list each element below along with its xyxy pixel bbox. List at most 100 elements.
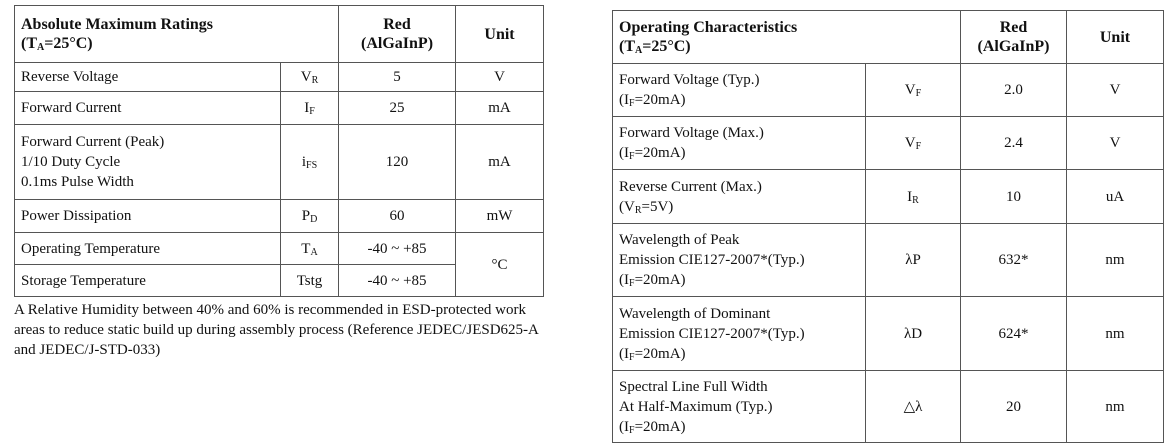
symbol-cell: iFS xyxy=(279,124,340,200)
parameter: Wavelength of Dominant xyxy=(619,305,771,322)
condition-text: (T xyxy=(619,38,635,55)
row: Power Dissipation PD 60 mW xyxy=(14,199,545,233)
table-title: Absolute Maximum Ratings xyxy=(21,16,214,33)
symbol: V xyxy=(904,135,916,151)
parameter-cell: Reverse Current (Max.) (VR=5V) xyxy=(612,169,866,224)
absolute-max-table: Absolute Maximum Ratings (TA=25°C) Red (AlG… xyxy=(13,5,545,297)
symbol-subscript: F xyxy=(309,106,315,117)
condition-text: (V xyxy=(619,198,635,215)
column-header: (AlGaInP) xyxy=(977,38,1050,55)
parameter-cell: Reverse Voltage xyxy=(14,62,281,92)
condition-text: (I xyxy=(619,345,629,362)
column-header: Unit xyxy=(1066,10,1164,64)
parameter: Spectral Line Full Width xyxy=(619,378,768,395)
unit: V xyxy=(1066,116,1164,170)
value: 20 xyxy=(960,370,1067,443)
symbol: V xyxy=(300,69,312,85)
condition-text: =25°C) xyxy=(44,35,93,52)
condition-text: (I xyxy=(619,92,629,108)
parameter: Operating Temperature xyxy=(21,240,161,257)
unit: mW xyxy=(455,199,545,233)
symbol-cell: λD xyxy=(865,296,961,371)
symbol-subscript: R xyxy=(912,194,919,206)
parameter: Power Dissipation xyxy=(21,208,132,224)
symbol-subscript: D xyxy=(310,214,318,225)
symbol: T xyxy=(301,240,311,257)
value: 10 xyxy=(960,169,1067,224)
header-row: Operating Characteristics (TA=25°C) Red (Al… xyxy=(612,10,1164,64)
row: Spectral Line Full Width At Half-Maximum … xyxy=(612,370,1164,443)
unit: V xyxy=(455,62,545,92)
condition-subscript: R xyxy=(634,204,642,216)
parameter: Forward Voltage (Max.) xyxy=(619,125,764,141)
value: 25 xyxy=(338,91,457,125)
row: Wavelength of Peak Emission CIE127-2007*(… xyxy=(612,223,1164,297)
parameter: Reverse Current (Max.) xyxy=(619,178,762,195)
parameter: Emission CIE127-2007*(Typ.) xyxy=(619,325,805,342)
parameter-cell: Wavelength of Dominant Emission CIE127-20… xyxy=(612,296,866,371)
condition: (IF=20mA) xyxy=(619,90,859,110)
parameter-cell: Operating Temperature xyxy=(14,232,281,265)
condition: (IF=20mA) xyxy=(619,417,859,437)
parameter-cell: Forward Current xyxy=(14,91,281,125)
value: 2.4 xyxy=(960,116,1067,170)
note: A Relative Humidity between 40% and 60% … xyxy=(14,302,539,358)
symbol-cell: VR xyxy=(279,62,340,92)
symbol-cell: △λ xyxy=(865,370,961,443)
row: Forward Voltage (Max.) (IF=20mA) VF 2.4 V xyxy=(612,116,1164,170)
symbol: i xyxy=(301,154,307,170)
symbol-cell: λP xyxy=(865,223,961,297)
symbol-subscript: F xyxy=(915,141,922,152)
symbol: λP xyxy=(905,252,921,268)
header-cell: Operating Characteristics (TA=25°C) xyxy=(612,10,961,64)
header-row: Absolute Maximum Ratings (TA=25°C) Red (AlG… xyxy=(13,5,545,63)
symbol: Tstg xyxy=(296,272,323,289)
parameter: Storage Temperature xyxy=(21,272,146,289)
row: Forward Voltage (Typ.) (IF=20mA) VF 2.0 V xyxy=(612,63,1164,117)
unit: nm xyxy=(1066,296,1164,371)
condition-text: =25°C) xyxy=(642,38,691,55)
condition-subscript: F xyxy=(629,424,635,436)
parameter: 1/10 Duty Cycle xyxy=(21,154,121,170)
value: 60 xyxy=(338,199,457,233)
condition: (IF=20mA) xyxy=(619,143,859,163)
row: Reverse Voltage VR 5 V xyxy=(14,62,545,92)
operating-table: Operating Characteristics (TA=25°C) Red (Al… xyxy=(612,10,1164,443)
unit: V xyxy=(1066,63,1164,117)
column-header: (AlGaInP) xyxy=(361,35,434,52)
symbol: λD xyxy=(903,325,923,342)
condition: (TA=25°C) xyxy=(619,37,954,56)
condition-subscript: A xyxy=(37,42,45,53)
symbol-subscript: F xyxy=(915,88,922,99)
column-header: Unit xyxy=(455,5,545,63)
table-title: Operating Characteristics xyxy=(619,19,798,36)
condition-subscript: F xyxy=(629,351,635,363)
parameter: Reverse Voltage xyxy=(21,69,119,85)
symbol: I xyxy=(907,188,913,205)
condition-text: =20mA) xyxy=(634,418,686,435)
parameter: Emission CIE127-2007*(Typ.) xyxy=(619,252,805,268)
condition-text: (I xyxy=(619,418,629,435)
row: Storage Temperature Tstg -40 ~ +85 xyxy=(14,264,544,297)
parameter: Forward Current xyxy=(21,100,122,116)
unit: uA xyxy=(1066,169,1164,224)
symbol: P xyxy=(301,208,311,224)
condition-text: =20mA) xyxy=(634,272,686,288)
symbol: I xyxy=(304,100,310,116)
row: Reverse Current (Max.) (VR=5V) IR 10 uA xyxy=(612,169,1164,224)
parameter: Forward Current (Peak) xyxy=(21,134,165,150)
parameter: Wavelength of Peak xyxy=(619,232,740,248)
parameter-cell: Forward Voltage (Max.) (IF=20mA) xyxy=(612,116,866,170)
condition: (IF=20mA) xyxy=(619,270,859,290)
condition-text: (I xyxy=(619,145,629,161)
symbol-cell: VF xyxy=(865,116,961,170)
value: 624* xyxy=(960,296,1067,371)
parameter: Forward Voltage (Typ.) xyxy=(619,72,760,88)
value: 120 xyxy=(338,124,457,200)
row: Wavelength of Dominant Emission CIE127-20… xyxy=(612,296,1164,371)
header-cell: Red (AlGaInP) xyxy=(338,5,457,63)
condition-subscript: F xyxy=(629,151,635,162)
condition-text: =20mA) xyxy=(634,92,686,108)
row: Operating Temperature TA -40 ~ +85 °C xyxy=(14,232,545,297)
symbol-cell: IR xyxy=(865,169,961,224)
